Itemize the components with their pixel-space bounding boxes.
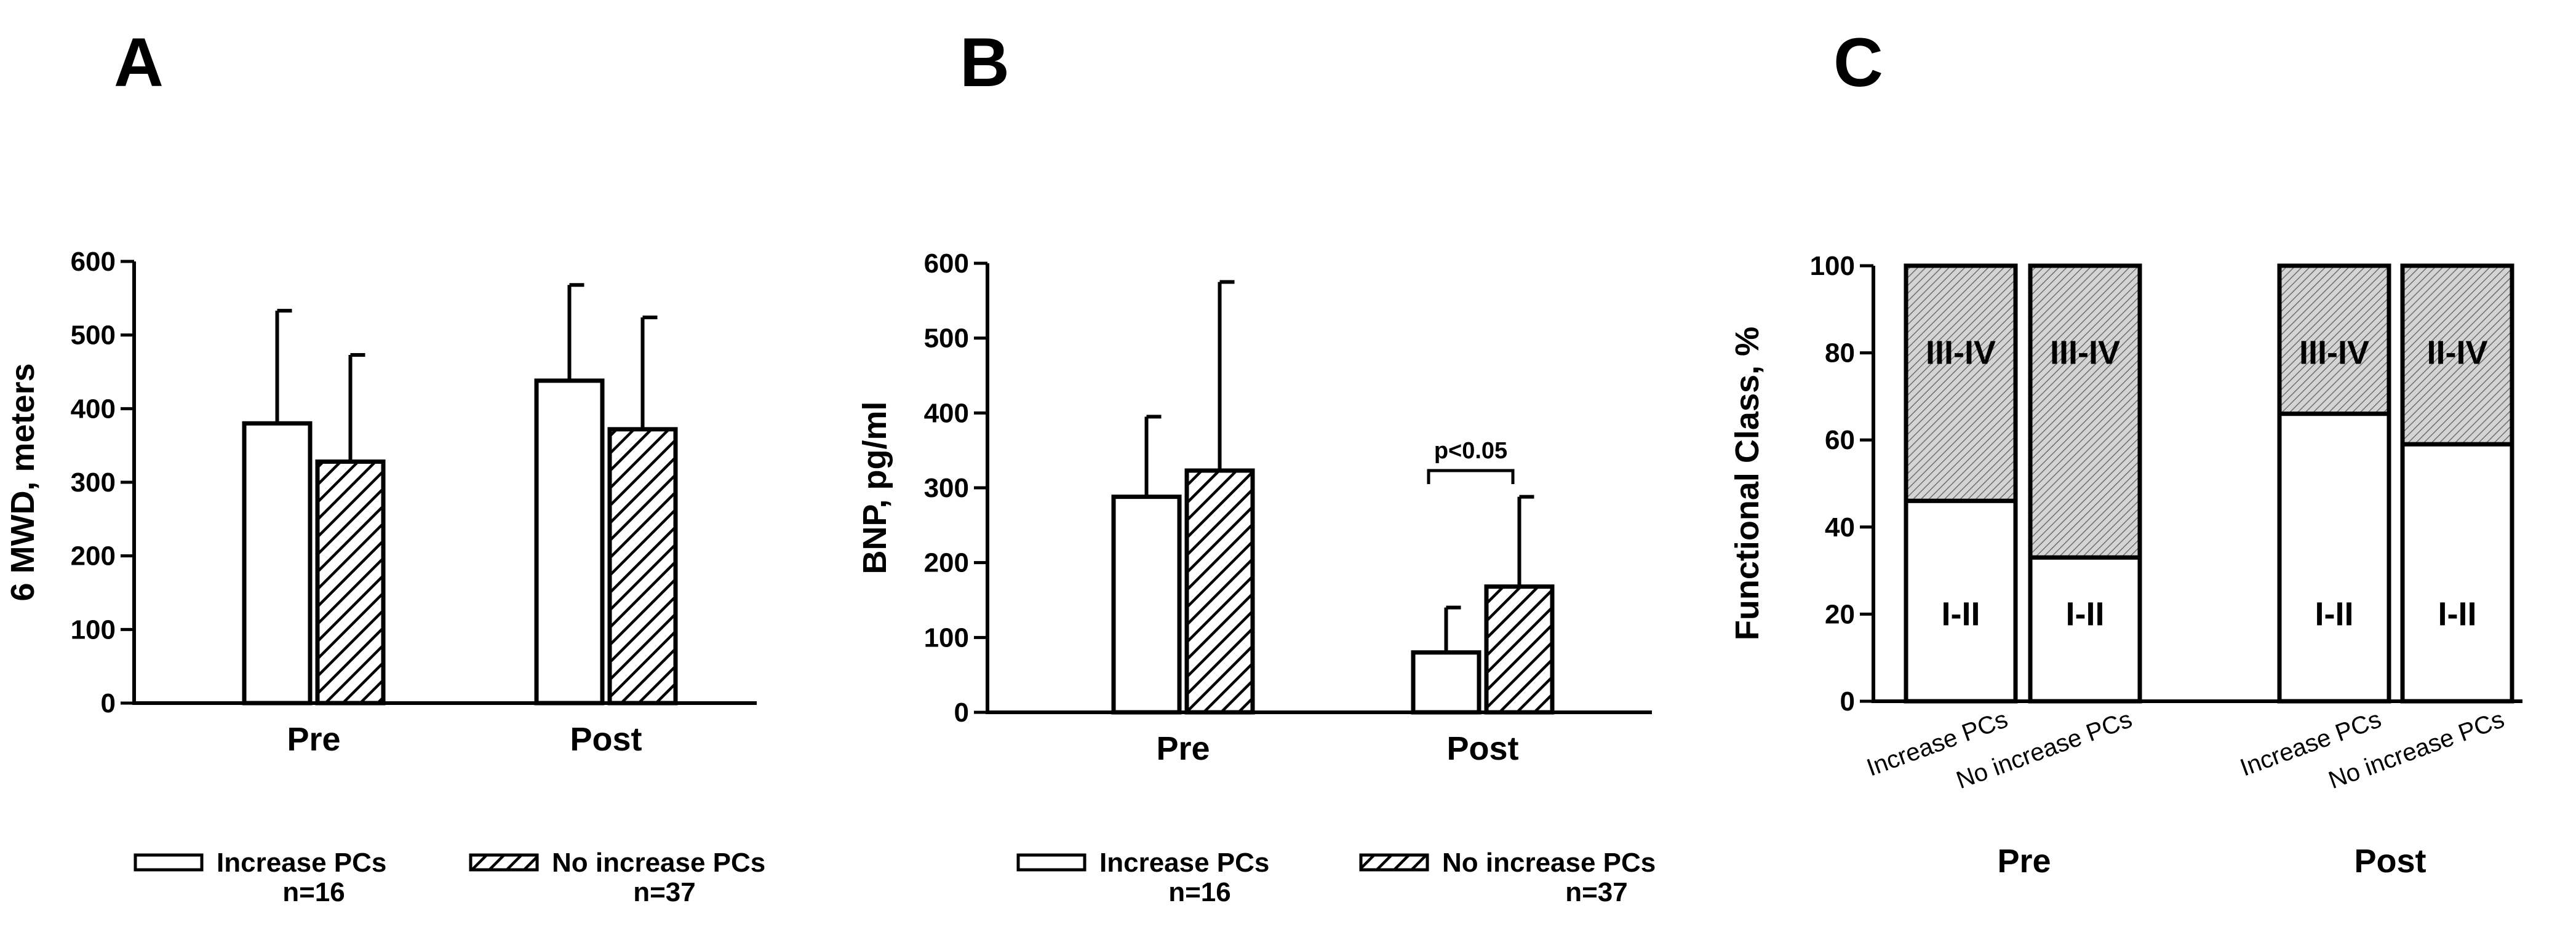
- y-tick-label: 0: [101, 688, 116, 718]
- panel-letter-c: C: [1833, 24, 1883, 101]
- significance-bracket: [1427, 469, 1515, 484]
- y-tick-label: 100: [71, 615, 116, 645]
- segment-label-upper: II-IV: [2426, 335, 2487, 372]
- stacked-bar-upper: [2028, 263, 2142, 560]
- y-axis-title: BNP, pg/ml: [856, 401, 893, 574]
- y-tick-label: 0: [1840, 686, 1855, 717]
- stacked-bar-upper: [2277, 263, 2391, 416]
- legend-label: No increase PCs: [1442, 848, 1656, 878]
- legend-label: Increase PCs: [1099, 848, 1269, 878]
- y-tick-label: 0: [954, 698, 969, 728]
- legend-swatch: [134, 853, 204, 872]
- segment-label-lower: I-II: [2438, 595, 2477, 632]
- stacked-bar-lower: [2400, 442, 2514, 704]
- legend-n-label: n=37: [1565, 877, 1628, 907]
- legend-label: Increase PCs: [217, 848, 386, 878]
- chart-a: 0 100 200 300 400 500 600 6 MWD, meters Pre Post I…: [4, 247, 765, 907]
- legend-swatch: [469, 853, 539, 872]
- bar: [242, 421, 313, 706]
- category-label: Pre: [1156, 730, 1210, 767]
- bar: [1184, 468, 1255, 715]
- y-tick-label: 600: [71, 247, 116, 277]
- y-tick-label: 500: [924, 324, 969, 354]
- bar: [1111, 495, 1182, 715]
- segment-label-upper: III-IV: [1926, 335, 1996, 372]
- bar: [1411, 650, 1481, 715]
- group-label: Pre: [1997, 843, 2051, 880]
- y-tick-label: 60: [1825, 425, 1855, 455]
- legend-n-label: n=37: [633, 877, 696, 907]
- y-axis-title: Functional Class, %: [1729, 327, 1766, 640]
- segment-label-upper: III-IV: [2050, 335, 2120, 372]
- y-tick-label: 500: [71, 320, 116, 351]
- legend-n-label: n=16: [1168, 877, 1231, 907]
- bar: [1484, 584, 1555, 715]
- category-label: Pre: [287, 721, 340, 758]
- y-tick-label: 80: [1825, 338, 1855, 368]
- stacked-bar-lower: [2277, 412, 2391, 704]
- y-tick-label: 600: [924, 249, 969, 279]
- y-tick-label: 400: [71, 394, 116, 424]
- y-tick-label: 300: [924, 473, 969, 503]
- group-label: Post: [2354, 843, 2426, 880]
- y-tick-label: 300: [71, 467, 116, 498]
- chart-c: 0 20 40 60 80 100 Functional Class, % III-IV I-I…: [1729, 251, 2522, 880]
- legend-swatch: [1016, 853, 1087, 872]
- y-tick-label: 200: [924, 548, 969, 578]
- p-value-annotation: p<0.05: [1434, 438, 1507, 464]
- y-tick-label: 100: [924, 623, 969, 653]
- chart-b: 0 100 200 300 400 500 600 BNP, pg/ml Pre Post Incr…: [856, 249, 1656, 907]
- legend-swatch: [1359, 853, 1429, 872]
- bar: [315, 459, 386, 706]
- legend-label: No increase PCs: [552, 848, 765, 878]
- segment-label-lower: I-II: [2315, 595, 2354, 632]
- segment-label-lower: I-II: [1942, 595, 1980, 632]
- bar: [607, 427, 678, 706]
- y-tick-label: 100: [1810, 251, 1855, 281]
- y-tick-label: 20: [1825, 599, 1855, 629]
- stacked-bar-upper: [1904, 263, 2018, 503]
- y-tick-label: 200: [71, 541, 116, 571]
- segment-label-lower: I-II: [2066, 595, 2105, 632]
- y-tick-label: 40: [1825, 512, 1855, 543]
- panel-letter-b: B: [960, 24, 1010, 101]
- segment-label-upper: III-IV: [2299, 335, 2369, 372]
- y-tick-label: 400: [924, 398, 969, 428]
- legend-n-label: n=16: [282, 877, 345, 907]
- stacked-bar-lower: [2028, 555, 2142, 704]
- category-label: Post: [570, 721, 642, 758]
- y-axis-title: 6 MWD, meters: [4, 363, 41, 601]
- panel-letter-a: A: [114, 24, 164, 101]
- category-label: Post: [1446, 730, 1518, 767]
- stacked-bar-lower: [1904, 498, 2018, 704]
- bar: [534, 378, 605, 706]
